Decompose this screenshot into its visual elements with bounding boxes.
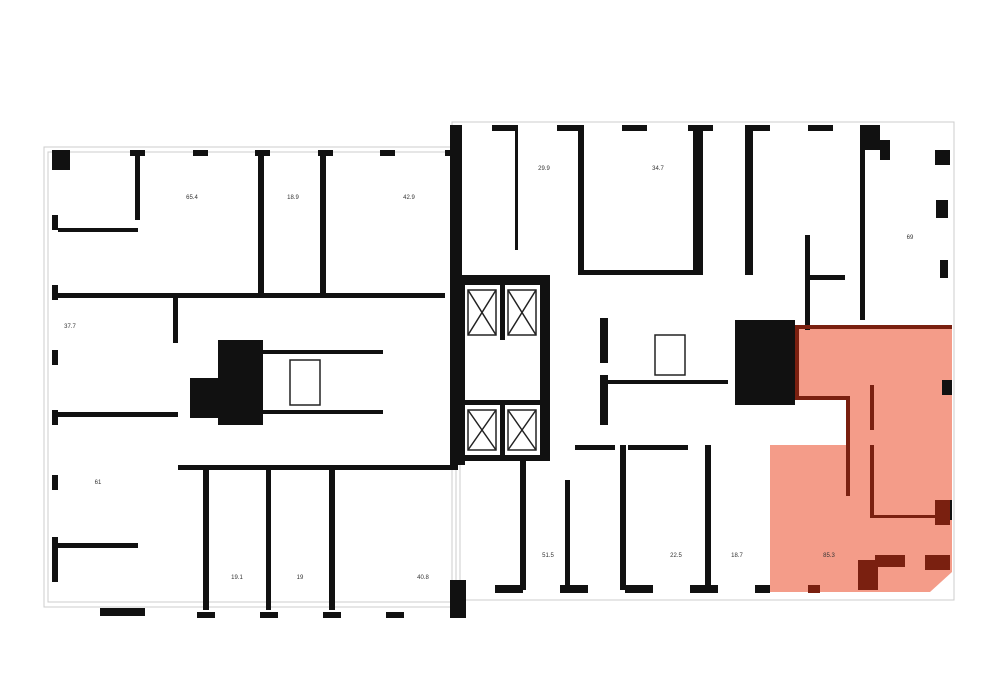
unit-area-label[interactable]: 37.7 xyxy=(64,324,76,330)
unit-area-label[interactable]: 40.8 xyxy=(417,575,429,581)
unit-area-label[interactable]: 22.5 xyxy=(670,553,682,559)
unit-area-label[interactable]: 18.7 xyxy=(731,553,743,559)
unit-area-label[interactable]: 18.9 xyxy=(287,195,299,201)
elevator-shafts xyxy=(467,289,537,451)
exterior-walls xyxy=(52,125,952,618)
unit-area-label[interactable]: 51.5 xyxy=(542,553,554,559)
unit-area-label[interactable]: 61 xyxy=(95,480,102,486)
unit-area-label[interactable]: 65.4 xyxy=(186,195,198,201)
unit-area-label[interactable]: 19.1 xyxy=(231,575,243,581)
unit-area-label[interactable]: 29.9 xyxy=(538,166,550,172)
selected-apartment[interactable] xyxy=(770,327,952,592)
unit-area-label[interactable]: 19 xyxy=(297,575,304,581)
selected-unit-area-label[interactable]: 85.3 xyxy=(823,553,835,559)
unit-area-label[interactable]: 34.7 xyxy=(652,166,664,172)
selected-apartment-walls xyxy=(795,325,952,593)
interior-walls xyxy=(58,125,865,610)
unit-area-label[interactable]: 69 xyxy=(907,235,914,241)
stairwell xyxy=(289,334,686,406)
unit-area-label[interactable]: 42.9 xyxy=(403,195,415,201)
unit-labels: 65.4 18.9 42.9 29.9 34.7 69 37.7 61 19.1… xyxy=(64,166,914,581)
